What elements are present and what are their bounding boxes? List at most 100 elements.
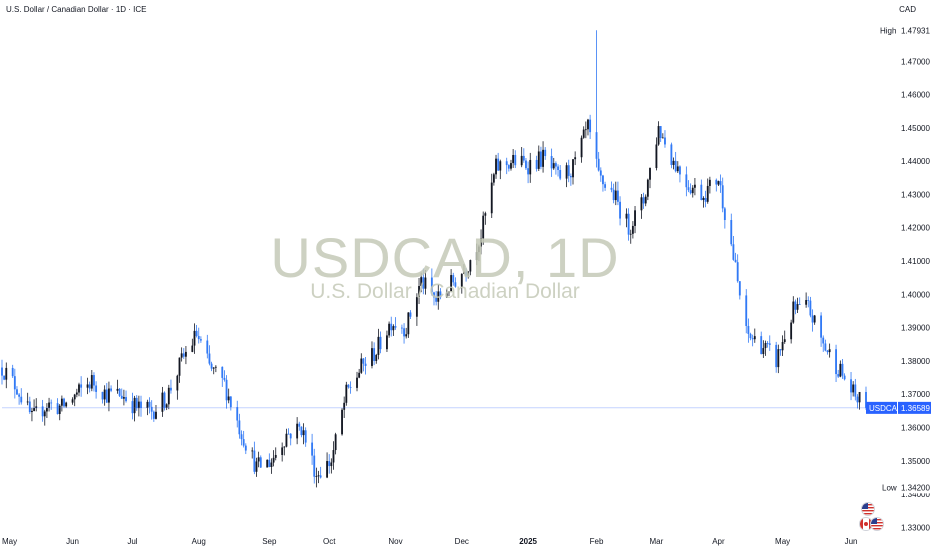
candle-body (582, 129, 585, 138)
candle-body (480, 238, 482, 247)
candle-body (48, 402, 50, 409)
candle-body (328, 461, 331, 467)
candle-body (58, 405, 61, 415)
price-tick-label: 1.35000 (901, 457, 930, 466)
candle-body (475, 252, 478, 261)
candle-body (670, 144, 673, 165)
candle-body (841, 363, 844, 376)
candle-body (56, 403, 59, 415)
candle-body (467, 271, 470, 276)
candle-body (163, 392, 166, 408)
candle-body (405, 334, 408, 337)
candle-body (723, 208, 726, 221)
candle-body (392, 326, 395, 331)
candle-body (587, 119, 589, 130)
candle-body (490, 182, 493, 214)
candle-body (268, 459, 271, 468)
candle-body (125, 397, 127, 402)
candle-body (719, 181, 722, 186)
candle-body (255, 461, 258, 472)
candle-body (749, 333, 752, 339)
candle-body (559, 170, 562, 179)
candle-body (101, 391, 104, 400)
current-price-badge (898, 401, 931, 414)
candle-body (356, 377, 358, 388)
candle-body (11, 367, 14, 377)
candle-body (828, 349, 831, 353)
candle-body (437, 291, 440, 302)
low-value: 1.34200 (901, 483, 930, 492)
candle-body (31, 410, 33, 413)
candle-body (236, 407, 239, 421)
price-tick-label: 1.33000 (901, 523, 930, 532)
candle-body (798, 304, 801, 305)
candle-body (1, 367, 3, 376)
candle-body (238, 420, 241, 435)
us-flag-icon[interactable] (861, 502, 875, 516)
current-price-value: 1.36589 (901, 404, 930, 413)
candle-body (257, 457, 260, 462)
candle-body (214, 366, 217, 368)
time-tick-label: Nov (388, 537, 402, 546)
time-axis: May Jun Jul Aug Sep Oct Nov Dec 2025 Feb Mar Apr May… (2, 537, 857, 546)
time-tick-label: Oct (323, 537, 336, 546)
candle-body (65, 402, 68, 407)
candle-body (569, 175, 572, 178)
candle-body (103, 389, 106, 400)
candle-body (244, 445, 247, 451)
candle-body (227, 396, 230, 401)
candle-body (779, 349, 782, 351)
candle-body (131, 401, 134, 414)
candle-body (775, 344, 778, 368)
candle-body (155, 411, 157, 419)
price-tick-label: 1.45000 (901, 124, 930, 133)
candle-body (298, 423, 301, 427)
candle-body (794, 301, 797, 310)
candle-body (469, 260, 472, 272)
high-value: 1.47931 (901, 26, 930, 35)
candle-body (465, 271, 468, 276)
candle-body (197, 335, 200, 340)
candle-body (33, 408, 36, 411)
price-tick-label: 1.46000 (901, 91, 930, 100)
us-flag-small-icon[interactable] (870, 517, 884, 531)
candle-body (373, 348, 376, 361)
candle-body (35, 406, 38, 409)
candle-body (315, 475, 318, 477)
candle-body (105, 389, 108, 403)
candle-body (674, 160, 677, 172)
candle-body (764, 343, 767, 349)
candle-body (809, 300, 812, 316)
candle-body (3, 375, 6, 380)
candle-body (375, 354, 378, 361)
candle-body (572, 159, 574, 178)
candle-body (854, 384, 857, 397)
candle-body (856, 396, 859, 403)
candle-body (550, 156, 553, 169)
candle-body (150, 406, 153, 412)
candle-body (390, 323, 393, 331)
candle-body (311, 442, 314, 456)
price-tick-label: 1.40000 (901, 290, 930, 299)
candle-body (403, 328, 405, 337)
candle-body (843, 375, 846, 380)
candle-body (691, 187, 694, 194)
candle-body (341, 409, 343, 435)
price-tick-label: 1.38000 (901, 357, 930, 366)
candle-body (5, 367, 8, 380)
candle-body (283, 446, 286, 448)
candle-body (463, 271, 465, 274)
candle-body (167, 387, 170, 405)
low-label-bg (874, 481, 930, 494)
candle-body (439, 291, 442, 298)
candle-body (747, 325, 750, 334)
candle-body (689, 190, 692, 194)
candle-body (783, 339, 786, 342)
current-symbol: USDCAD (869, 404, 903, 413)
candle-body (753, 336, 756, 340)
candle-body (388, 323, 391, 336)
candle-body (595, 132, 598, 159)
candle-body (409, 312, 412, 317)
